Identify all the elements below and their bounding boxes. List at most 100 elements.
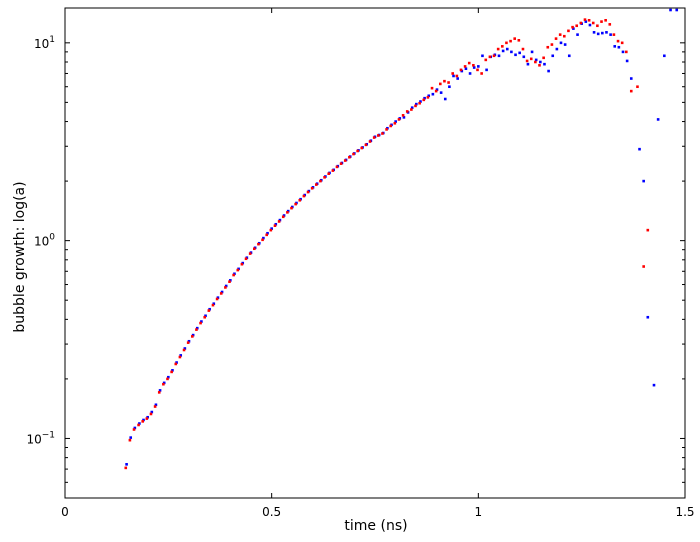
data-point	[455, 74, 459, 78]
data-point	[542, 56, 545, 60]
data-point	[620, 41, 624, 45]
data-point	[555, 47, 559, 51]
data-point	[517, 38, 521, 42]
data-point	[596, 32, 600, 36]
x-axis-ticks: 0 0.5 1 1.5	[61, 8, 695, 519]
data-point	[124, 466, 128, 470]
data-point	[167, 375, 170, 379]
data-point	[638, 147, 641, 151]
data-point	[452, 74, 455, 78]
data-point	[669, 8, 672, 12]
data-point	[616, 39, 620, 43]
data-point	[513, 37, 517, 40]
data-point	[261, 238, 264, 242]
data-point	[600, 20, 603, 23]
data-point	[178, 355, 182, 359]
data-point	[426, 96, 430, 99]
data-point	[448, 85, 451, 89]
data-point	[646, 228, 650, 232]
data-point	[422, 98, 426, 102]
y-tick-label: 100	[34, 233, 55, 249]
data-point	[430, 86, 434, 90]
data-point	[501, 45, 504, 48]
data-point	[410, 108, 413, 111]
plot-frame	[64, 7, 686, 499]
data-point	[327, 172, 331, 175]
data-point	[505, 41, 508, 45]
data-point	[335, 165, 339, 169]
data-point	[162, 382, 165, 386]
data-point	[257, 242, 260, 246]
data-point	[125, 463, 128, 466]
data-point	[572, 27, 575, 30]
data-point	[525, 59, 529, 63]
data-point	[219, 292, 223, 295]
data-point	[157, 391, 161, 394]
data-point	[534, 60, 537, 64]
data-point	[625, 59, 629, 63]
data-point	[229, 279, 232, 282]
data-point	[397, 118, 401, 121]
data-point	[558, 33, 562, 36]
data-point	[302, 194, 306, 198]
data-point	[278, 218, 282, 222]
data-point	[240, 262, 244, 266]
series-0	[125, 8, 679, 466]
data-point	[364, 143, 368, 147]
data-point	[419, 100, 422, 103]
data-point	[591, 21, 595, 25]
data-point	[613, 45, 617, 48]
x-tick-label: 1.5	[675, 505, 694, 519]
data-point	[608, 23, 612, 26]
data-point	[514, 53, 517, 57]
data-point	[290, 206, 293, 210]
data-point	[579, 21, 583, 25]
data-point	[146, 415, 149, 419]
data-point	[464, 67, 468, 70]
data-point	[587, 18, 591, 22]
data-point	[145, 417, 149, 420]
data-point	[175, 361, 178, 364]
data-point	[208, 307, 211, 311]
data-point	[215, 297, 219, 301]
data-point	[171, 369, 174, 372]
data-point	[331, 169, 335, 172]
data-point	[472, 63, 475, 67]
data-point	[476, 68, 479, 72]
data-point	[463, 65, 467, 68]
data-point	[621, 50, 625, 54]
data-point	[642, 265, 645, 268]
data-point	[547, 69, 550, 73]
data-point	[286, 211, 289, 214]
data-point	[551, 54, 555, 58]
data-point	[401, 114, 405, 117]
data-point	[492, 54, 496, 58]
data-point	[518, 51, 521, 55]
data-point	[141, 420, 145, 423]
data-point	[266, 231, 269, 235]
data-point	[534, 58, 538, 62]
data-point	[128, 438, 132, 442]
data-point	[423, 96, 426, 100]
x-axis-label: time (ns)	[344, 518, 407, 534]
data-point	[352, 152, 355, 156]
data-point	[183, 347, 187, 350]
data-point	[675, 8, 679, 12]
data-point	[236, 268, 240, 272]
data-point	[559, 41, 563, 45]
data-point	[281, 215, 285, 219]
data-point	[137, 423, 140, 427]
data-point	[187, 339, 191, 343]
data-point	[174, 362, 178, 366]
data-point	[480, 72, 483, 75]
data-point	[129, 436, 133, 439]
data-point	[212, 302, 216, 305]
data-point	[468, 72, 472, 75]
data-point	[485, 68, 488, 72]
data-point	[604, 18, 607, 22]
data-point	[211, 303, 215, 307]
data-point	[521, 47, 525, 51]
data-point	[204, 314, 207, 318]
data-point	[439, 91, 443, 94]
